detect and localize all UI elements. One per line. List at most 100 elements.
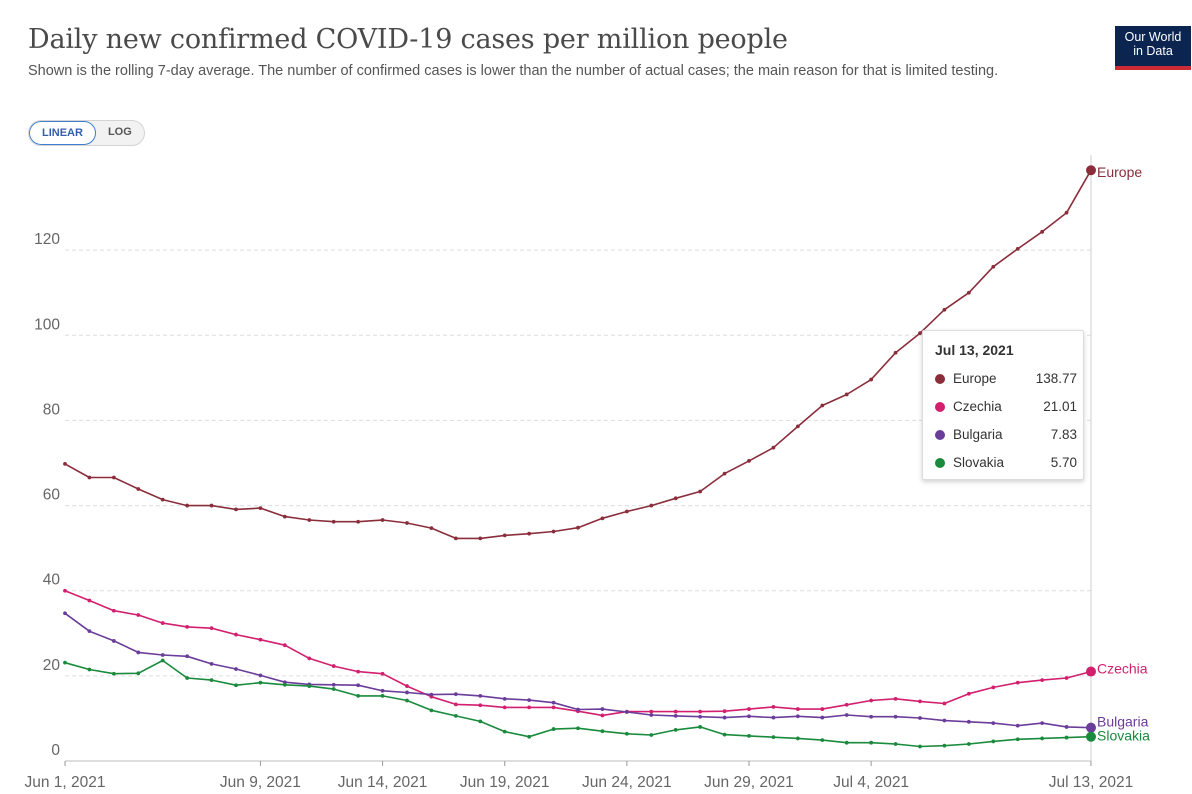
data-point-czechia [673,709,678,714]
data-point-europe [136,487,141,491]
data-point-bulgaria [747,714,751,719]
data-point-slovakia [136,671,141,676]
data-point-bulgaria [405,690,409,695]
data-point-bulgaria [478,693,483,698]
data-point-bulgaria [160,653,165,657]
x-tick-label: Jul 13, 2021 [1049,774,1133,791]
data-point-slovakia [429,708,434,713]
data-point-czechia [282,643,287,648]
data-point-czechia [405,684,409,688]
data-point-slovakia [527,734,532,739]
data-point-europe [282,514,287,519]
logo-line-1: Our World [1124,30,1182,44]
data-point-bulgaria [624,710,629,714]
data-point-czechia [307,656,312,661]
data-point-europe [1040,229,1045,234]
data-point-europe [722,471,727,476]
data-point-bulgaria [380,688,385,693]
series-end-label-czechia: Czechia [1097,661,1148,677]
data-point-bulgaria [1040,721,1045,726]
data-point-europe [624,509,629,514]
data-point-slovakia [844,740,849,745]
tooltip-row-bulgaria: Bulgaria 7.83 [935,425,1077,445]
x-tick-label: Jun 29, 2021 [704,774,794,791]
x-tick-label: Jun 19, 2021 [460,774,550,791]
data-point-europe [160,497,165,502]
data-point-slovakia [356,693,361,698]
tooltip-series-value: 21.01 [1043,399,1077,414]
owid-logo[interactable]: Our World in Data [1115,26,1191,70]
data-point-slovakia [1040,736,1045,741]
data-point-bulgaria [234,667,238,671]
data-point-slovakia [576,726,580,731]
data-point-bulgaria [966,719,971,724]
data-point-slovakia [966,742,971,746]
data-point-europe [111,475,116,480]
data-point-slovakia [453,713,458,718]
data-point-europe [380,518,385,522]
tooltip-series-value: 7.83 [1050,427,1077,442]
data-point-slovakia [1015,737,1020,742]
data-point-czechia [478,703,483,708]
data-point-bulgaria [576,707,580,712]
linear-scale-button[interactable]: LINEAR [29,121,96,145]
data-point-europe [673,496,678,501]
x-tick-label: Jun 1, 2021 [24,774,105,791]
legend-dot-icon [935,402,945,412]
data-point-slovakia [1086,731,1096,742]
data-point-europe [747,458,751,463]
data-point-bulgaria [136,650,141,655]
data-point-czechia [649,709,654,714]
data-point-bulgaria [942,718,947,723]
data-point-bulgaria [893,714,898,719]
data-point-slovakia [795,736,800,741]
data-point-bulgaria [551,700,556,705]
data-point-bulgaria [600,707,605,711]
log-scale-button[interactable]: LOG [107,126,132,138]
data-point-europe [918,331,922,336]
data-point-czechia [1040,678,1045,683]
tooltip-row-europe: Europe 138.77 [935,369,1077,389]
scale-toggle: LINEAR LOG [28,120,145,146]
data-point-slovakia [307,684,312,688]
chart-title: Daily new confirmed COVID-19 cases per m… [28,24,788,55]
x-tick-label: Jul 4, 2021 [833,774,909,791]
data-point-czechia [63,588,67,593]
data-point-czechia [380,671,385,676]
x-tick-label: Jun 9, 2021 [220,774,301,791]
data-point-czechia [87,598,92,603]
hover-tooltip: Jul 13, 2021 Europe 138.77 Czechia 21.01… [922,330,1084,480]
tooltip-row-slovakia: Slovakia 5.70 [935,453,1077,473]
data-point-slovakia [63,660,67,665]
data-point-bulgaria [795,714,800,719]
data-point-czechia [258,637,263,642]
tooltip-series-name: Slovakia [953,455,1005,470]
data-point-europe [429,526,434,531]
y-tick-label: 100 [34,316,60,333]
y-tick-label: 0 [51,742,60,759]
series-end-label-europe: Europe [1097,164,1142,180]
data-point-bulgaria [771,715,776,720]
data-point-bulgaria [991,721,996,726]
tooltip-date: Jul 13, 2021 [935,342,1014,358]
data-point-czechia [942,701,947,706]
data-point-czechia [1015,680,1020,685]
data-point-czechia [331,664,336,668]
data-point-bulgaria [1015,723,1020,728]
data-point-slovakia [478,719,483,724]
data-point-slovakia [405,698,409,703]
data-point-czechia [453,702,458,707]
tooltip-series-name: Czechia [953,399,1002,414]
data-point-europe [966,290,971,295]
data-point-europe [649,503,654,508]
data-point-bulgaria [185,654,190,659]
data-point-czechia [991,685,996,690]
data-point-slovakia [160,658,165,663]
data-point-czechia [698,709,703,714]
data-point-czechia [869,698,874,703]
data-point-slovakia [282,682,287,687]
legend-dot-icon [935,374,945,384]
data-point-bulgaria [1086,722,1096,733]
data-point-czechia [136,613,141,617]
